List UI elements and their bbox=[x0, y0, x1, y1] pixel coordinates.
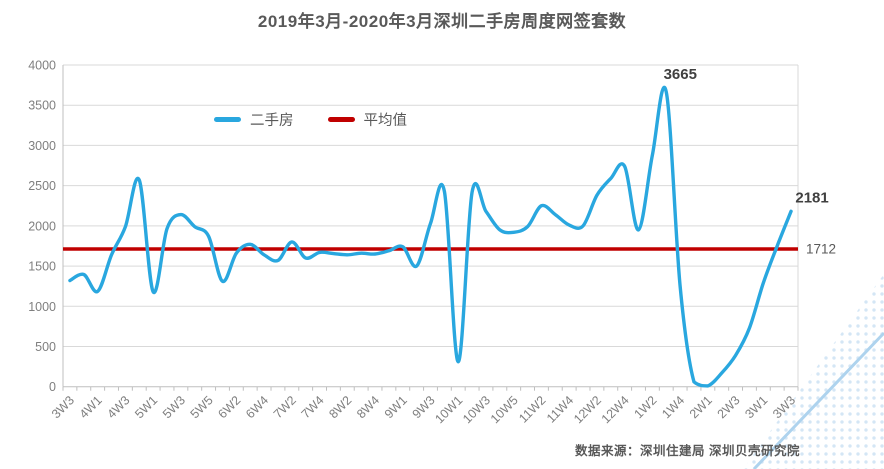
gridlines bbox=[63, 64, 798, 347]
legend-line-swatch-icon bbox=[327, 117, 355, 122]
x-tick-label: 12W2 bbox=[571, 393, 604, 426]
annotation-end-value: 2181 bbox=[795, 189, 828, 206]
x-tick-label: 5W3 bbox=[160, 393, 188, 421]
x-tick-label: 10W1 bbox=[432, 393, 465, 426]
x-tick-label: 10W3 bbox=[460, 393, 493, 426]
legend-item: 二手房 bbox=[214, 109, 294, 130]
x-tick-label: 12W4 bbox=[599, 393, 632, 426]
y-tick-label: 3000 bbox=[28, 139, 56, 153]
legend-line-swatch-icon bbox=[214, 117, 241, 122]
diagonal-swoosh-decoration bbox=[752, 331, 884, 469]
x-tick-label: 6W2 bbox=[215, 393, 243, 421]
x-tick-label: 7W4 bbox=[299, 393, 327, 421]
y-tick-label: 0 bbox=[49, 380, 56, 394]
x-tick-label: 8W4 bbox=[354, 393, 382, 421]
x-tick-label: 3W3 bbox=[770, 393, 798, 421]
legend-item: 平均值 bbox=[327, 109, 408, 130]
x-tick-label: 4W1 bbox=[77, 393, 105, 421]
x-axis-labels: 3W3 4W1 4W3 5W1 5W3 5W5 6W2 6W4 7W2 7W4 8W2 8W4 9W1 9… bbox=[49, 393, 798, 426]
x-tick-label: 1W4 bbox=[659, 393, 687, 421]
y-tick-label: 4000 bbox=[28, 59, 56, 73]
x-tick-label: 2W3 bbox=[715, 393, 743, 421]
x-tick-label: 10W5 bbox=[488, 393, 521, 426]
x-tick-label: 8W2 bbox=[326, 393, 354, 421]
y-tick-label: 1500 bbox=[28, 260, 56, 274]
x-tick-label: 3W1 bbox=[742, 393, 770, 421]
annotation-peak-value: 3665 bbox=[664, 66, 697, 83]
x-tick-label: 5W5 bbox=[188, 393, 216, 421]
legend-item-label: 平均值 bbox=[363, 113, 408, 129]
x-tick-label: 7W2 bbox=[271, 393, 299, 421]
x-tick-label: 1W2 bbox=[631, 393, 659, 421]
x-tick-label: 11W2 bbox=[516, 393, 548, 425]
y-tick-label: 2000 bbox=[28, 219, 56, 233]
x-tick-label: 2W1 bbox=[687, 393, 715, 421]
page-title: 2019年3月-2020年3月深圳二手房周度网签套数 bbox=[257, 12, 627, 31]
annotation-average-value: 1712 bbox=[806, 242, 836, 257]
y-tick-label: 500 bbox=[35, 340, 56, 354]
data-source-note: 数据来源：深圳住建局 深圳贝壳研究院 bbox=[575, 444, 800, 458]
axes bbox=[62, 65, 799, 391]
x-tick-label: 5W1 bbox=[132, 393, 160, 421]
legend-item-label: 二手房 bbox=[250, 113, 294, 129]
y-tick-label: 1000 bbox=[28, 300, 56, 314]
x-tick-label: 9W1 bbox=[382, 393, 410, 421]
y-axis-labels: 0 500 1000 1500 2000 2500 3000 3500 4000 bbox=[28, 59, 56, 395]
y-tick-label: 2500 bbox=[28, 179, 56, 193]
legend: 二手房 平均值 bbox=[214, 109, 407, 130]
y-tick-label: 3500 bbox=[28, 99, 56, 113]
x-tick-label: 4W3 bbox=[104, 393, 132, 421]
swoosh-line bbox=[752, 331, 884, 469]
series-line bbox=[68, 85, 793, 388]
x-tick-label: 6W4 bbox=[243, 393, 271, 421]
x-tick-label: 3W3 bbox=[49, 393, 77, 421]
x-tick-label: 11W4 bbox=[544, 393, 576, 425]
